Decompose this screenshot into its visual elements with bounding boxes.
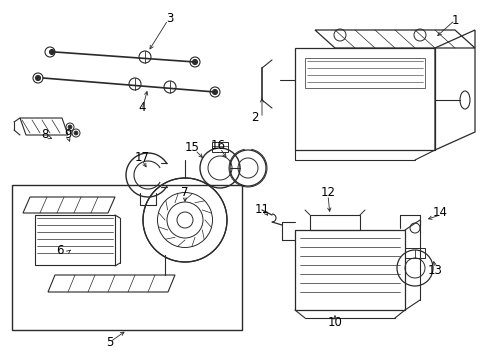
Text: 6: 6 <box>56 243 63 256</box>
Bar <box>309 215 359 230</box>
Text: 9: 9 <box>64 129 72 141</box>
Bar <box>404 248 424 258</box>
Circle shape <box>49 49 54 54</box>
Circle shape <box>36 76 41 81</box>
Text: 10: 10 <box>327 315 342 328</box>
Text: 14: 14 <box>431 207 447 220</box>
Circle shape <box>68 125 72 129</box>
Text: 13: 13 <box>427 264 442 276</box>
Bar <box>35 215 115 265</box>
Text: 4: 4 <box>138 102 145 114</box>
Text: 5: 5 <box>106 336 113 348</box>
Circle shape <box>212 90 217 94</box>
Circle shape <box>192 59 197 64</box>
Text: 2: 2 <box>251 112 258 125</box>
Bar <box>305 58 424 88</box>
Text: 11: 11 <box>254 203 269 216</box>
Bar <box>12 185 242 330</box>
Text: 3: 3 <box>166 12 173 24</box>
Text: 16: 16 <box>210 139 225 153</box>
Text: 7: 7 <box>181 186 188 199</box>
Text: 12: 12 <box>320 186 335 199</box>
Bar <box>294 230 404 310</box>
Text: 15: 15 <box>184 141 199 154</box>
Circle shape <box>74 131 78 135</box>
Text: 8: 8 <box>41 129 49 141</box>
Bar <box>212 142 227 152</box>
Text: 17: 17 <box>134 152 149 165</box>
Text: 1: 1 <box>450 13 458 27</box>
